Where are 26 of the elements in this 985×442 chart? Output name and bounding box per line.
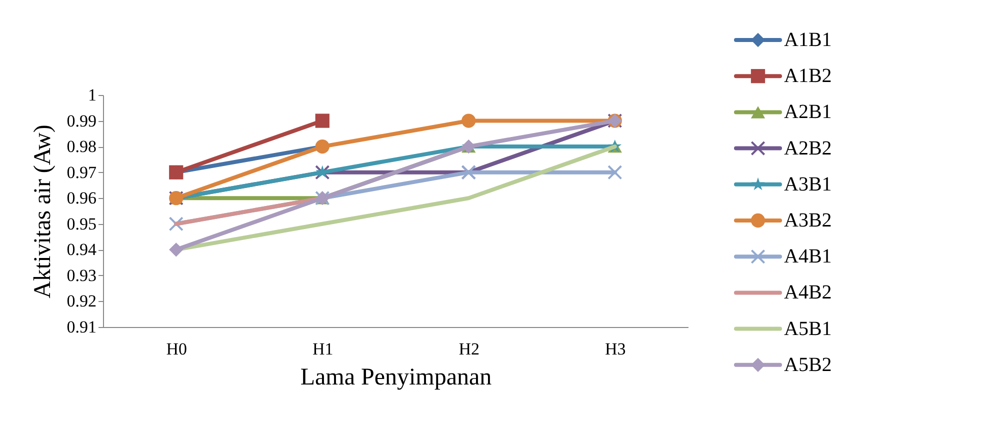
y-tick-label: 1 (88, 86, 96, 104)
y-tick-label: 0.92 (66, 292, 96, 311)
legend-label: A5B2 (784, 354, 832, 376)
y-tick-label: 0.94 (66, 240, 97, 260)
legend-label: A3B1 (784, 173, 832, 196)
legend-label: A5B1 (784, 318, 832, 340)
legend-label: A4B1 (784, 246, 832, 268)
x-tick-label: H3 (604, 340, 626, 358)
y-tick-label: 0.95 (66, 214, 96, 234)
x-axis-title: Lama Penyimpanan (300, 364, 492, 390)
legend-label: A2B1 (784, 101, 832, 124)
y-tick-label: 0.91 (66, 318, 96, 336)
legend-label: A2B2 (784, 137, 832, 160)
y-tick-label: 0.99 (66, 111, 96, 130)
y-tick-label: 0.96 (66, 188, 96, 208)
y-tick-label: 0.93 (66, 266, 96, 285)
legend-label: A1B2 (784, 65, 832, 88)
x-tick-label: H2 (458, 340, 480, 358)
y-axis-title: Aktivitas air (Aw) (30, 124, 56, 298)
legend-label: A1B1 (784, 29, 832, 51)
x-tick-label: H0 (166, 340, 188, 358)
legend-label: A3B2 (784, 210, 832, 232)
y-tick-label: 0.97 (66, 162, 97, 182)
legend-label: A4B2 (784, 282, 832, 304)
y-tick-label: 0.98 (66, 137, 96, 156)
x-tick-label: H1 (312, 340, 334, 358)
